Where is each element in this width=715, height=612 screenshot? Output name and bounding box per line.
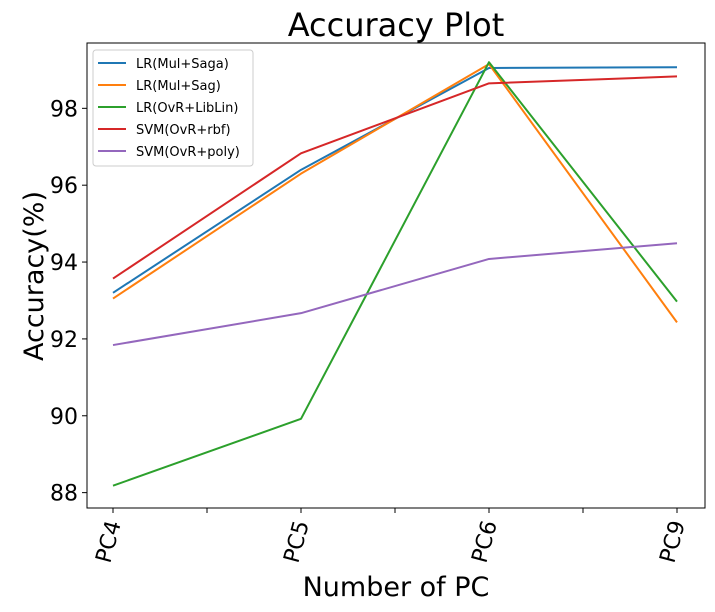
x-axis-label: Number of PC [303, 572, 490, 603]
plot-frame [86, 42, 706, 509]
y-tick-label-4: 96 [50, 174, 78, 199]
legend-label-2: LR(OvR+LibLin) [136, 101, 238, 116]
legend: LR(Mul+Saga) LR(Mul+Sag) LR(OvR+LibLin) SVM… [92, 49, 254, 167]
legend-label-4: SVM(OvR+poly) [136, 145, 240, 160]
series-layer [112, 61, 678, 487]
x-tick-label-3: PC9 [656, 518, 691, 566]
series-line-4 [112, 242, 678, 347]
y-tick-label-1: 90 [50, 405, 78, 430]
x-tick-label-1: PC5 [280, 518, 315, 566]
series-line-3 [112, 75, 678, 280]
legend-box [92, 49, 254, 167]
legend-label-1: LR(Mul+Sag) [136, 79, 221, 94]
x-tick-label-2: PC6 [468, 518, 503, 566]
y-tick-label-3: 94 [50, 251, 78, 276]
y-tick-label-0: 88 [50, 482, 78, 507]
legend-label-3: SVM(OvR+rbf) [136, 123, 231, 138]
series-line-2 [112, 61, 678, 487]
x-tick-label-0: PC4 [92, 518, 127, 566]
legend-label-0: LR(Mul+Saga) [136, 57, 229, 72]
axes-layer: 88 90 92 94 96 98 PC4 PC5 PC6 PC9 [50, 42, 706, 566]
y-axis-label: Accuracy(%) [19, 191, 50, 361]
chart-title: Accuracy Plot [288, 6, 505, 44]
y-tick-label-2: 92 [50, 328, 78, 353]
y-tick-label-5: 98 [50, 97, 78, 122]
